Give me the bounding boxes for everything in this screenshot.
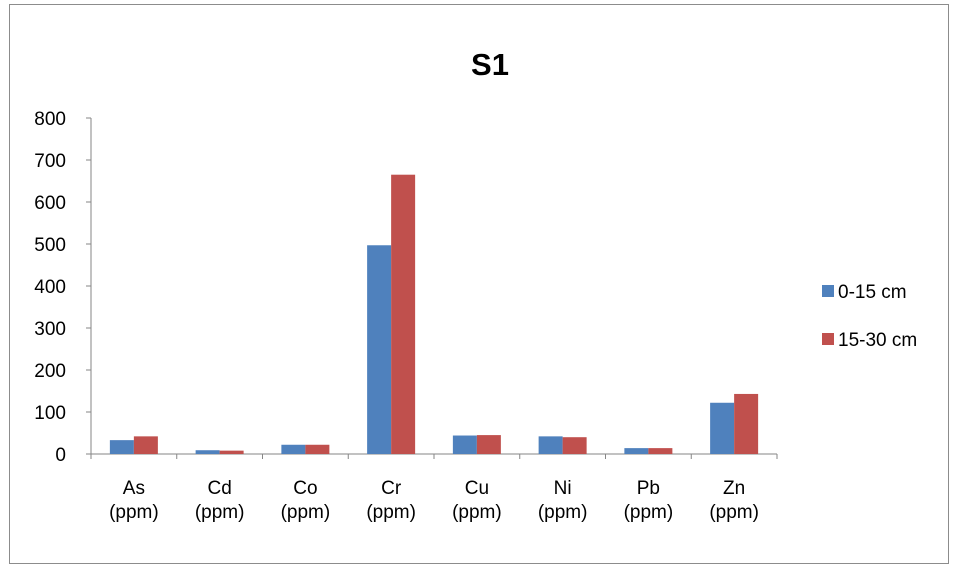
x-tick-label: Cu: [465, 478, 489, 499]
x-tick-label: Cr: [381, 478, 402, 499]
bar-0-15-cm-1: [195, 450, 220, 454]
bar-0-15-cm-5: [538, 436, 563, 454]
legend: 0-15 cm 15-30 cm: [822, 282, 917, 351]
x-tick-label: (ppm): [624, 502, 674, 523]
legend-swatch: [822, 333, 834, 345]
y-tick-label: 300: [34, 319, 66, 340]
bar-0-15-cm-6: [624, 448, 649, 454]
legend-swatch: [822, 285, 834, 297]
legend-label: 15-30 cm: [838, 330, 917, 351]
x-tick-label: Co: [293, 478, 317, 499]
bar-15-30-cm-4: [476, 435, 501, 454]
bar-0-15-cm-0: [109, 440, 134, 454]
chart-frame: [9, 4, 949, 564]
bars: [109, 174, 759, 454]
y-tick-label: 200: [34, 361, 66, 382]
y-tick-label: 600: [34, 193, 66, 214]
bar-15-30-cm-3: [391, 174, 416, 454]
x-tick-label: (ppm): [709, 502, 759, 523]
y-tick-label: 0: [55, 445, 66, 466]
y-tick-label: 500: [34, 235, 66, 256]
bar-15-30-cm-1: [219, 450, 244, 454]
y-tick-label: 100: [34, 403, 66, 424]
y-axis: 0 100 200 300 400 500 600 700 800: [34, 109, 92, 466]
y-tick-label: 400: [34, 277, 66, 298]
legend-label: 0-15 cm: [838, 282, 907, 303]
x-tick-label: (ppm): [109, 502, 159, 523]
x-tick-label: (ppm): [538, 502, 588, 523]
bar-15-30-cm-0: [133, 436, 158, 454]
bar-15-30-cm-2: [305, 444, 330, 454]
x-tick-label: (ppm): [281, 502, 331, 523]
x-tick-label: (ppm): [452, 502, 502, 523]
x-tick-label: Cd: [207, 478, 231, 499]
bar-15-30-cm-6: [648, 448, 673, 454]
x-tick-label: As: [123, 478, 145, 499]
bar-15-30-cm-5: [562, 437, 587, 454]
x-tick-label: (ppm): [195, 502, 245, 523]
bar-0-15-cm-4: [452, 435, 477, 454]
bar-0-15-cm-2: [281, 444, 306, 454]
y-tick-label: 800: [34, 109, 66, 130]
bar-15-30-cm-7: [734, 393, 759, 454]
x-tick-label: Zn: [723, 478, 745, 499]
bar-chart: S1 0 100 200 300 400 500 600 700 800 As (ppm) Cd (p…: [34, 47, 917, 523]
x-tick-label: Ni: [554, 478, 572, 499]
x-tick-label: Pb: [637, 478, 660, 499]
chart-title: S1: [471, 47, 509, 82]
bar-0-15-cm-7: [710, 402, 735, 454]
x-axis: As (ppm) Cd (ppm) Co (ppm) Cr (ppm) Cu (ppm) Ni (pp…: [90, 453, 778, 523]
bar-0-15-cm-3: [367, 245, 392, 454]
x-tick-label: (ppm): [366, 502, 416, 523]
y-tick-label: 700: [34, 151, 66, 172]
